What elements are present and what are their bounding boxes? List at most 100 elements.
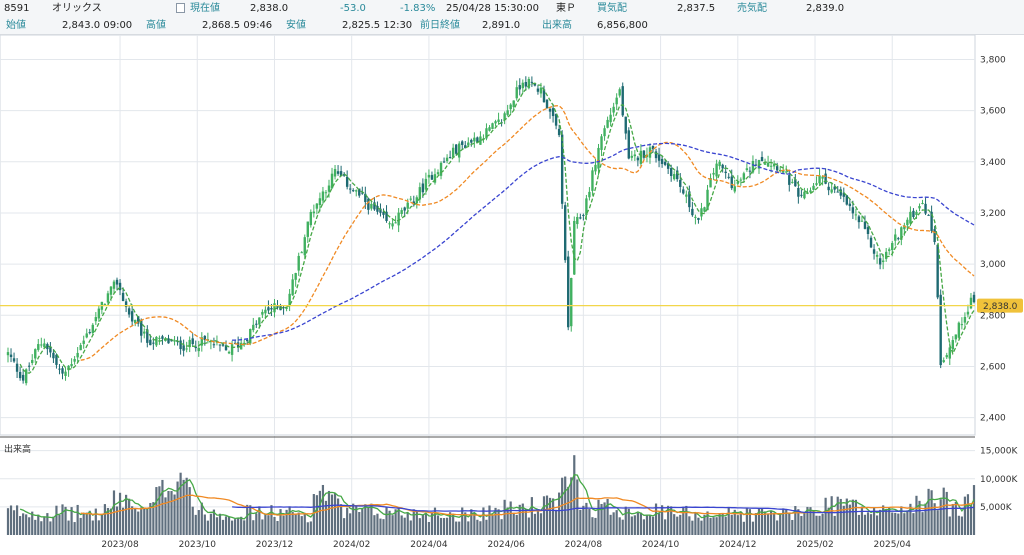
volume-bar	[524, 509, 527, 535]
candle-body	[875, 254, 879, 257]
candle-body	[261, 311, 264, 315]
volume-bar	[131, 506, 134, 535]
candle-body	[560, 134, 564, 204]
date-tick-label: 2024/10	[642, 540, 680, 550]
candle-body	[821, 176, 824, 179]
volume-bar	[482, 507, 485, 535]
volume-bar	[706, 511, 709, 535]
prev-close-value: 2,891.0	[482, 20, 521, 31]
candle-body	[679, 179, 682, 187]
volume-bar	[343, 518, 346, 535]
candle-body	[418, 187, 422, 200]
bid-price: 2,837.5	[677, 3, 716, 14]
volume-bar	[579, 509, 582, 535]
candle-body	[524, 82, 528, 87]
volume-bar	[533, 513, 537, 535]
candle-body	[754, 164, 758, 166]
volume-bar	[415, 511, 418, 535]
stock-chart[interactable]: 2,838.0 3,800 3,600 3,400 3,200 3,000 2,800 2,…	[0, 35, 1024, 555]
candle-body	[570, 278, 573, 327]
volume-bar	[52, 516, 55, 535]
candle-body	[857, 216, 861, 223]
candle-body	[615, 97, 618, 105]
volume-bar	[818, 515, 821, 535]
volume-bar	[945, 491, 948, 535]
volume-bar	[542, 496, 546, 535]
candle-body	[860, 220, 864, 222]
volume-bar	[200, 502, 203, 535]
volume-bar	[106, 508, 110, 535]
volume-bar	[627, 508, 630, 535]
volume-bar	[85, 512, 88, 535]
candle-body	[167, 338, 170, 344]
candle-body	[333, 169, 337, 177]
volume-bar	[445, 517, 449, 535]
high-label: 高値	[146, 20, 166, 31]
volume-bar	[624, 506, 627, 535]
candle-body	[579, 217, 582, 219]
volume-bar	[264, 513, 267, 535]
volume-bar	[297, 512, 300, 535]
candle-body	[152, 342, 155, 344]
volume-grid	[0, 450, 975, 508]
volume-bar	[103, 504, 107, 535]
volume-bar	[609, 514, 612, 535]
candle-body	[718, 161, 721, 167]
candle-body	[88, 332, 91, 334]
candle-body	[454, 144, 458, 154]
volume-bar	[40, 521, 43, 535]
volume-bar	[788, 513, 791, 535]
volume-bar	[824, 497, 827, 535]
candle-body	[915, 211, 918, 215]
candle-body	[336, 171, 340, 174]
volume-bar	[567, 486, 570, 535]
date-tick-label: 2025/04	[874, 540, 912, 550]
candle-body	[766, 162, 770, 167]
candle-body	[700, 208, 703, 217]
volume-bar	[957, 515, 960, 535]
volume-bar	[721, 512, 724, 535]
volume-bar	[46, 513, 49, 535]
candle-body	[630, 155, 634, 158]
candle-body	[900, 227, 903, 240]
candle-body	[912, 210, 915, 217]
volume-bar	[355, 505, 358, 535]
candle-body	[603, 128, 606, 137]
volume-bar	[866, 512, 870, 535]
volume-bar	[972, 485, 976, 535]
volume-bar	[621, 519, 624, 535]
volume-bar	[288, 506, 291, 535]
candle-body	[624, 116, 627, 134]
current-price-label: 2,838.0	[983, 302, 1018, 312]
candle-body	[243, 342, 246, 344]
candle-body	[685, 194, 688, 197]
candle-body	[724, 171, 727, 174]
volume-bar	[921, 512, 924, 535]
candle-body	[230, 344, 234, 355]
volume-bar	[882, 505, 885, 535]
memo-icon[interactable]	[176, 3, 187, 14]
candle-body	[542, 89, 546, 103]
volume-bar	[197, 510, 200, 535]
volume-bar	[742, 521, 745, 535]
volume-bar	[73, 522, 76, 535]
candle-body	[497, 119, 500, 122]
volume-bar	[70, 507, 73, 535]
volume-bar	[739, 511, 742, 535]
volume-bar	[555, 509, 558, 535]
candle-body	[948, 347, 951, 359]
volume-bar	[715, 517, 718, 535]
candle-body	[370, 203, 373, 209]
candle-body	[255, 323, 258, 325]
current-price: 2,838.0	[250, 3, 289, 14]
volume-bar	[939, 499, 942, 535]
volume-bar	[388, 510, 391, 535]
candle-body	[258, 317, 261, 325]
candle-body	[327, 185, 331, 192]
date-tick-label: 2024/12	[719, 540, 756, 550]
candle-body	[663, 161, 667, 165]
candle-body	[385, 211, 388, 221]
candle-body	[170, 340, 173, 342]
candle-body	[303, 237, 306, 256]
volume-bar	[576, 479, 579, 535]
